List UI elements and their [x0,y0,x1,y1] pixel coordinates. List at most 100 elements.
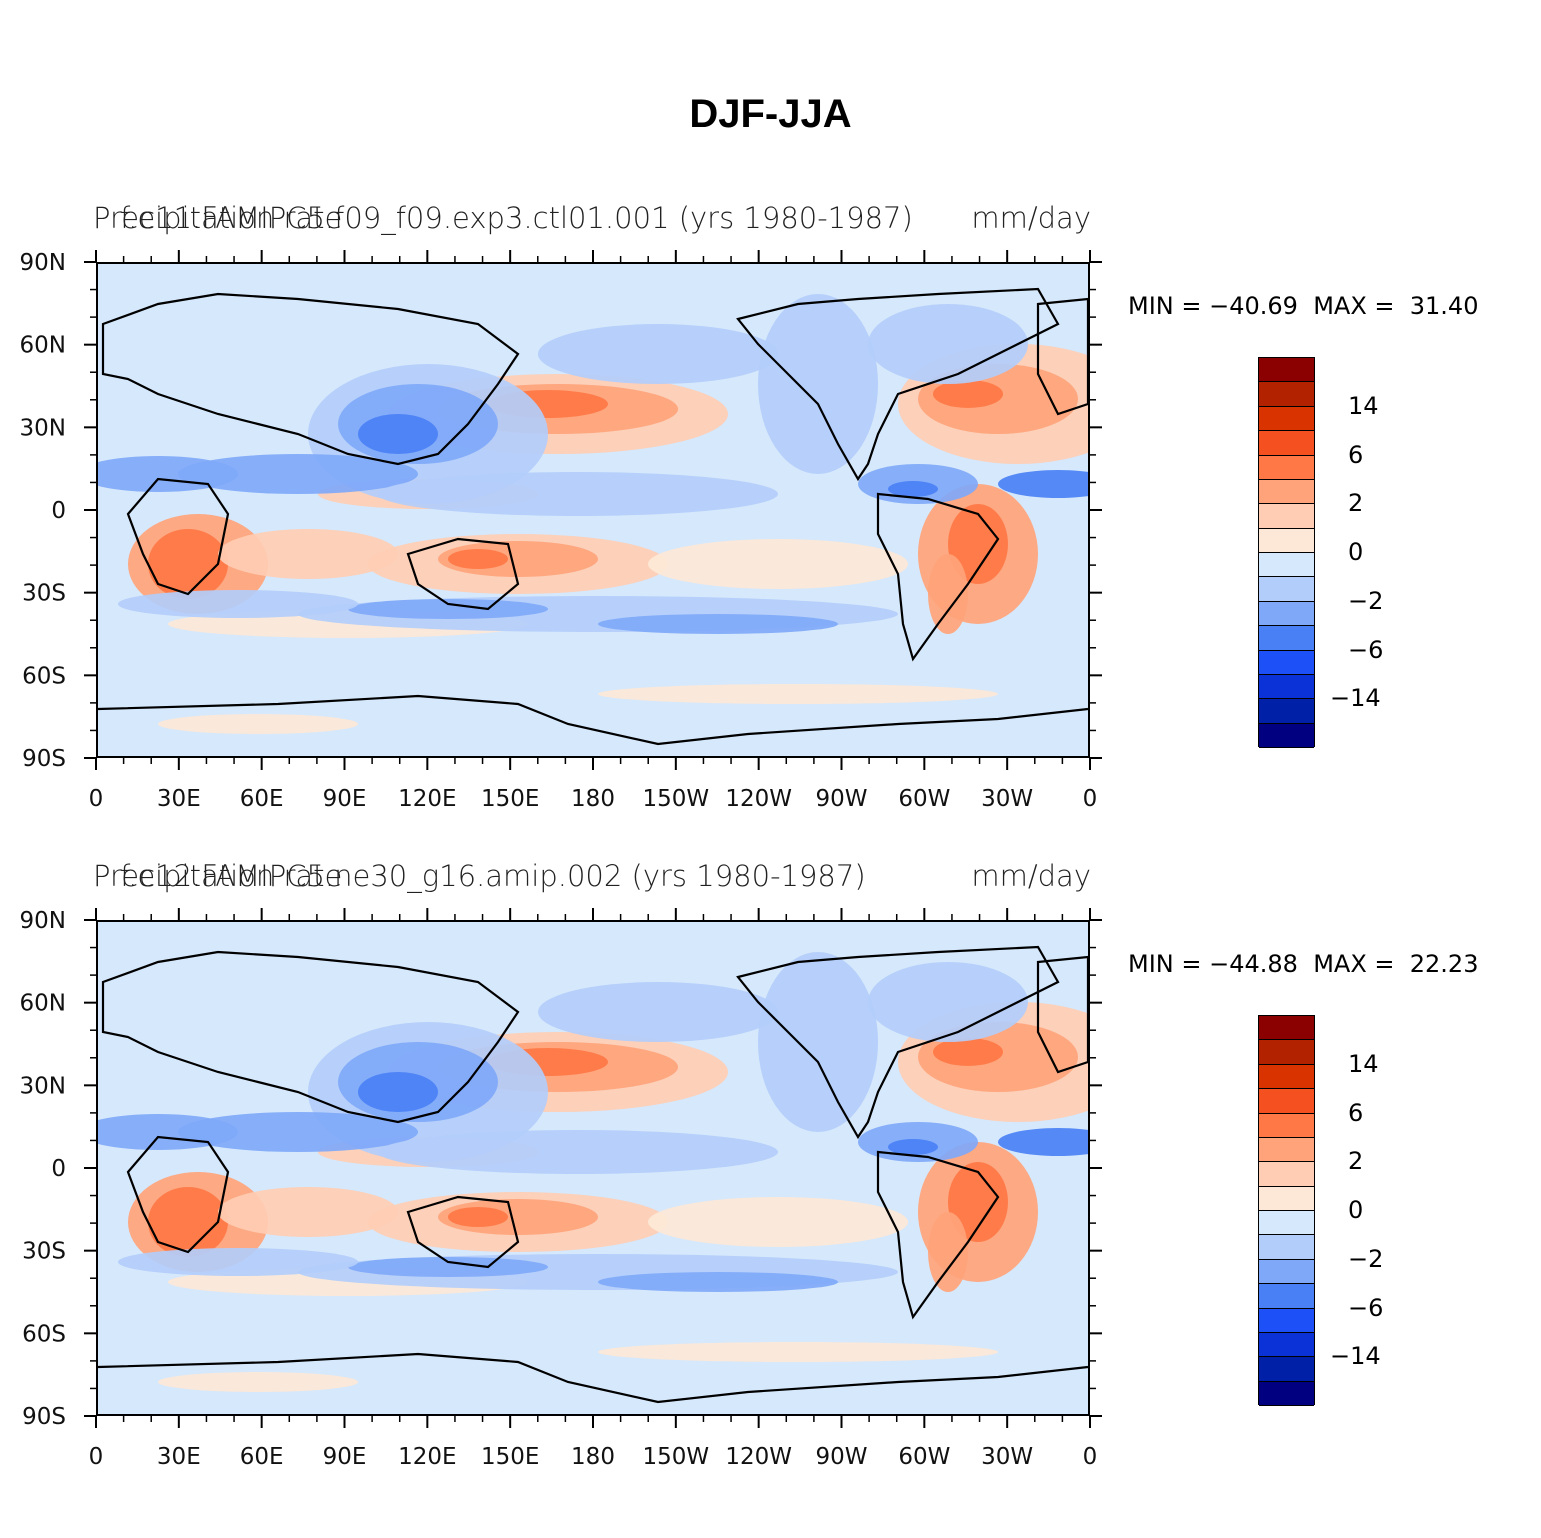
coastline [126,1135,230,1254]
map-panel-upper: Precipitation rate f.e11.FAMIPC5.f09_f09… [0,200,1541,860]
precip-contour-area [598,1342,998,1362]
lon-tick-label: 60W [898,1444,950,1470]
precip-contour-area [178,454,418,494]
coastline [876,492,1000,662]
colorbar-box [1259,1235,1314,1260]
colorbar-label: −6 [1348,635,1384,664]
colorbar-box [1259,1284,1314,1309]
lon-tick-label: 90E [323,1444,367,1470]
precip-contour-area [933,1038,1003,1066]
map-axes: 90N 60N 30N 0 30S 60S 90S 0 30E 60E 90E 120E 150E 180… [20,908,1102,1470]
lon-tick-label: 0 [1083,1444,1098,1470]
lon-tick-label: 90W [815,786,867,812]
lon-tick-label: 120E [398,786,456,812]
precip-contour-area [648,1197,908,1247]
precip-contour-area [118,1248,358,1276]
colorbar-box [1259,1040,1314,1065]
lat-tick-label: 90N [20,250,66,276]
coastline [736,287,1060,482]
colorbar-label: 0 [1348,538,1364,566]
precip-contour-area [888,1139,938,1155]
lon-tick-label: 60E [240,786,284,812]
colorbar-box [1259,406,1314,432]
min-value: MIN = −40.69 [1128,292,1298,320]
lon-tick-label: 30E [157,1444,201,1470]
precip-contour-area [218,1187,398,1237]
precip-contour-area [888,481,938,497]
colorbar-box [1259,699,1314,724]
coastline [736,945,1060,1140]
precip-contour-area [448,1207,508,1227]
colorbar-box [1259,723,1314,748]
colorbar-label: −2 [1348,586,1384,615]
colorbar-label: −14 [1330,684,1381,713]
colorbar-box [1259,1308,1314,1333]
precip-contour-area [158,714,358,734]
colorbar-box [1259,1357,1314,1382]
precip-contour-area [378,472,778,516]
max-value: MAX = 31.40 [1313,292,1479,320]
lon-tick-label: 60W [898,786,950,812]
lon-tick-label: 150E [481,1444,539,1470]
colorbar-box [1259,358,1314,383]
lat-tick-label: 90N [20,908,66,934]
coastline [126,477,230,596]
precip-contour-area [758,294,878,474]
precip-contour-area [358,1072,438,1112]
precip-contour-area [158,1372,358,1392]
precip-contour-area [358,414,438,454]
lat-tick-label: 30N [20,1073,66,1099]
coastline [876,1150,1000,1320]
map-panel-lower: Precipitation rate f.e12.FAMIPC5.ne30_g1… [0,858,1541,1518]
colorbar [1258,357,1315,748]
precip-contour-area [868,962,1028,1042]
precip-contour-area [948,504,1008,584]
variable-title: Precipitation rate [93,201,343,235]
lon-tick-label: 0 [89,786,104,812]
precip-contour-area [148,529,228,599]
min-max-readout: MIN = −44.88 MAX = 22.23 [1128,950,1478,978]
lon-tick-label: 150W [643,1444,710,1470]
lat-tick-label: 30N [20,415,66,441]
lon-tick-label: 30W [981,786,1033,812]
colorbar-box [1259,455,1314,480]
precip-contour-area [998,1128,1088,1156]
precip-contour-area [758,952,878,1132]
colorbar-box [1259,382,1314,407]
precipitation-field [98,922,1088,1414]
lat-tick-label: 60S [22,1321,66,1347]
precipitation-map [96,262,1090,758]
lat-tick-label: 30S [22,581,66,607]
precip-contour-area [648,539,908,589]
lon-tick-label: 0 [89,1444,104,1470]
precip-contour-area [538,324,778,384]
colorbar-label: 6 [1348,1098,1364,1127]
case-title: f.e11.FAMIPC5.f09_f09.exp3.ctl01.001 (yr… [120,201,913,235]
precip-contour-area [348,599,548,619]
coastline [1036,955,1088,1074]
precip-contour-area [118,590,358,618]
precip-contour-area [928,554,968,634]
lon-tick-label: 30W [981,1444,1033,1470]
colorbar-box [1259,1259,1314,1285]
colorbar-box [1259,1016,1314,1041]
coastline [98,694,1088,746]
lon-tick-label: 0 [1083,786,1098,812]
case-title: f.e12.FAMIPC5.ne30_g16.amip.002 (yrs 198… [120,859,866,893]
units-title: mm/day [971,201,1091,235]
colorbar-label: 6 [1348,440,1364,469]
colorbar-label: −14 [1330,1342,1381,1371]
lat-tick-label: 30S [22,1239,66,1265]
precip-contour-area [948,1162,1008,1242]
precip-contour-area [598,614,838,634]
precip-contour-area [178,1112,418,1152]
lat-tick-label: 60S [22,663,66,689]
colorbar-box [1259,1089,1314,1114]
colorbar-box [1259,626,1314,651]
variable-title: Precipitation rate [93,859,343,893]
coastline [98,1352,1088,1404]
colorbar-box [1259,1186,1314,1211]
lat-tick-label: 60N [20,333,66,359]
colorbar-box [1259,601,1314,627]
coastline [406,1195,520,1269]
